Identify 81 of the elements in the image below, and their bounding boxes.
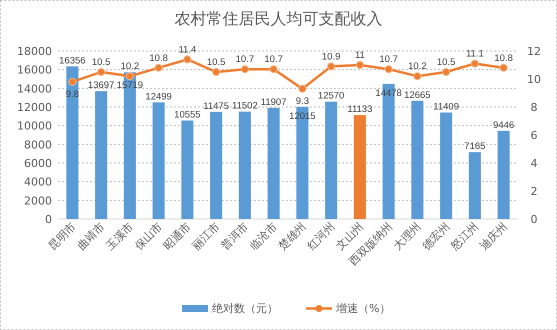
y2-tick-label: 0 bbox=[530, 213, 538, 226]
bar bbox=[411, 100, 424, 219]
data-label: 10.5 bbox=[92, 57, 110, 68]
point bbox=[154, 64, 163, 72]
x-tick-label: 大理州 bbox=[390, 220, 424, 252]
y-tick-label: 16000 bbox=[17, 64, 52, 77]
point bbox=[240, 65, 249, 74]
bar bbox=[210, 112, 222, 219]
point bbox=[442, 68, 450, 76]
y2-tick-label: 8 bbox=[530, 101, 538, 114]
bar bbox=[325, 102, 338, 219]
point bbox=[97, 68, 106, 76]
x-tick-label: 昭通市 bbox=[160, 220, 194, 252]
data-label: 10.5 bbox=[206, 57, 226, 68]
y2-tick-label: 2 bbox=[530, 185, 538, 198]
y-tick-label: 12000 bbox=[17, 101, 52, 114]
point bbox=[298, 84, 306, 93]
point bbox=[470, 60, 479, 68]
data-label: 10.2 bbox=[408, 61, 427, 72]
data-label: 11.4 bbox=[178, 44, 196, 56]
point bbox=[183, 55, 192, 64]
chart-title: 农村常住居民人均可支配收入 bbox=[174, 10, 382, 28]
data-label: 16356 bbox=[59, 55, 86, 66]
data-label: 7165 bbox=[464, 141, 486, 152]
y2-tick-label: 12 bbox=[527, 45, 541, 58]
y-tick-label: 8000 bbox=[24, 138, 52, 152]
legend-label: 绝对数（元） bbox=[212, 302, 278, 315]
y2-tick-label: 6 bbox=[530, 129, 538, 142]
data-label: 10.7 bbox=[379, 54, 398, 66]
data-label: 10.2 bbox=[120, 61, 140, 72]
data-label: 10.9 bbox=[322, 51, 340, 62]
data-label: 12665 bbox=[404, 90, 431, 101]
data-label: 9446 bbox=[493, 120, 514, 131]
data-label: 12499 bbox=[145, 91, 172, 102]
data-label: 10555 bbox=[174, 109, 201, 120]
bar bbox=[66, 66, 78, 219]
data-label: 11.1 bbox=[466, 48, 484, 60]
bar bbox=[95, 91, 108, 219]
data-label: 10.5 bbox=[436, 57, 456, 68]
bar bbox=[181, 120, 194, 219]
bar bbox=[268, 108, 280, 219]
bar bbox=[468, 152, 481, 219]
point bbox=[212, 68, 220, 76]
data-label: 10.8 bbox=[149, 52, 168, 64]
data-label: 11475 bbox=[203, 100, 229, 112]
y-tick-label: 0 bbox=[45, 213, 52, 226]
point bbox=[68, 78, 76, 86]
data-label: 11502 bbox=[232, 100, 258, 112]
x-tick-label: 迪庆州 bbox=[477, 220, 510, 252]
legend-label: 增速（%） bbox=[335, 302, 390, 315]
y-tick-label: 14000 bbox=[17, 82, 52, 96]
data-label: 13697 bbox=[88, 80, 114, 92]
data-label: 11133 bbox=[347, 104, 372, 116]
bar bbox=[354, 115, 366, 219]
data-label: 11 bbox=[354, 50, 365, 61]
data-label: 10.8 bbox=[494, 52, 513, 64]
y-tick-label: 18000 bbox=[17, 45, 52, 58]
data-label: 9.3 bbox=[296, 96, 309, 107]
data-label: 10.7 bbox=[264, 54, 283, 66]
bar bbox=[152, 102, 165, 219]
data-label: 10.7 bbox=[236, 54, 254, 66]
y2-tick-label: 4 bbox=[530, 157, 538, 170]
bar bbox=[238, 112, 251, 219]
point bbox=[270, 65, 278, 74]
data-label: 11907 bbox=[260, 96, 286, 108]
y-tick-label: 10000 bbox=[17, 120, 52, 133]
x-tick-label: 玉溪市 bbox=[103, 220, 136, 252]
y-tick-label: 2000 bbox=[24, 194, 52, 208]
y-tick-label: 4000 bbox=[24, 176, 52, 189]
point bbox=[126, 72, 134, 80]
point bbox=[384, 65, 393, 74]
data-label: 12570 bbox=[318, 90, 344, 102]
y-tick-label: 6000 bbox=[24, 157, 52, 170]
bar bbox=[440, 112, 452, 219]
point bbox=[356, 61, 364, 69]
point bbox=[327, 62, 336, 70]
point bbox=[500, 64, 508, 72]
point bbox=[413, 72, 422, 80]
y2-tick-label: 10 bbox=[527, 73, 541, 86]
data-label: 11409 bbox=[433, 102, 459, 113]
bar bbox=[498, 130, 510, 219]
